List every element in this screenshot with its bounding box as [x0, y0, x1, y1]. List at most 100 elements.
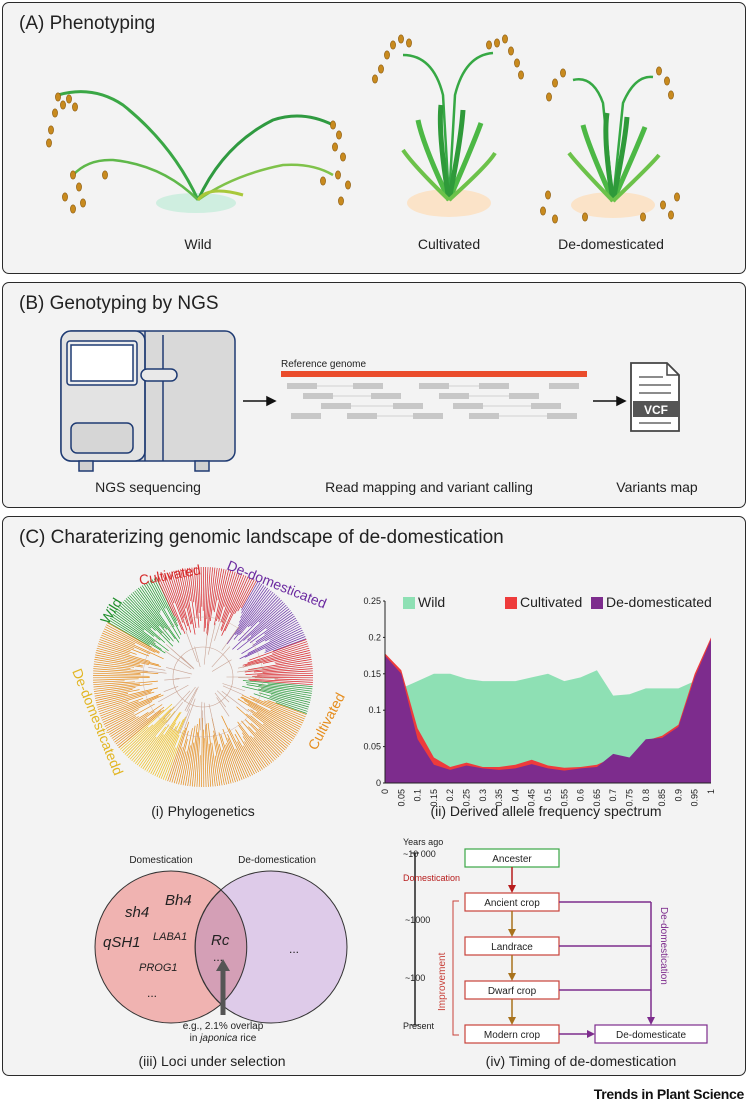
label-variants-map: Variants map: [616, 479, 698, 495]
tree-branch: [94, 656, 143, 667]
tree-branch: [214, 755, 221, 786]
tree-branch: [240, 580, 257, 609]
tree-branch: [267, 700, 307, 715]
tree-branch: [189, 567, 195, 603]
tree-branch: [242, 745, 260, 773]
tree-branch: [221, 715, 251, 777]
tree-branch: [241, 582, 261, 614]
tree-branch: [265, 634, 305, 652]
tree-branch: [265, 631, 304, 650]
tree-inner-branch: [184, 686, 196, 702]
label-ngs-sequencing: NGS sequencing: [95, 479, 201, 495]
x-tick-label: 0.1: [413, 789, 423, 802]
tree-branch: [246, 682, 313, 692]
tree-branch: [99, 639, 131, 652]
tree-branch: [109, 716, 139, 735]
tree-branch: [112, 711, 155, 741]
tree-branch: [191, 732, 198, 787]
tree-branch: [262, 668, 313, 673]
tree-branch: [98, 701, 129, 713]
tree-branch: [93, 665, 148, 672]
svg-text:De-domestication: De-domestication: [658, 907, 669, 985]
tree-branch: [229, 575, 247, 613]
tree-branch: [218, 571, 234, 622]
tree-branch: [138, 587, 176, 640]
tree-branch: [274, 654, 311, 663]
svg-text:Modern crop: Modern crop: [484, 1030, 541, 1041]
tree-branch: [121, 726, 149, 752]
tree-branch: [96, 690, 152, 706]
tree-branch: [147, 581, 175, 628]
tree-branch: [227, 734, 247, 779]
svg-text:~100: ~100: [405, 973, 425, 983]
tree-branch: [260, 687, 312, 699]
tree-branch: [238, 586, 267, 627]
tree-branch: [226, 587, 268, 645]
tree-branch: [129, 595, 171, 641]
tree-branch: [151, 579, 182, 635]
tree-branch: [113, 612, 155, 642]
label-wild: Wild: [184, 236, 212, 252]
tree-branch: [221, 574, 245, 632]
tree-branch: [101, 695, 159, 721]
caption-timing: (iv) Timing of de-domestication: [485, 1053, 677, 1069]
tree-branch: [99, 697, 144, 715]
cultivated-plant-icon: [372, 34, 524, 217]
tree-branch: [248, 726, 278, 759]
tree-branch: [269, 623, 300, 641]
tree-inner-branch: [184, 688, 198, 711]
tree-branch: [105, 713, 135, 729]
svg-text:qSH1: qSH1: [103, 934, 141, 951]
tree-branch: [244, 719, 281, 756]
y-tick-label: 0.1: [368, 705, 381, 715]
tree-inner-branch: [207, 622, 216, 655]
tree-inner-branch: [211, 659, 232, 672]
tree-branch: [220, 572, 238, 623]
tree-branch: [205, 723, 212, 787]
tree-branch: [182, 568, 196, 635]
tree-inner-branch: [179, 708, 191, 734]
x-tick-label: 0.9: [673, 789, 683, 802]
venn-note: e.g., 2.1% overlap in japonica rice: [182, 1021, 264, 1044]
tree-branch: [248, 659, 312, 671]
tree-branch: [220, 573, 243, 630]
tree-branch: [112, 613, 156, 645]
x-tick-label: 0.45: [527, 789, 537, 807]
tree-branch: [173, 570, 192, 633]
svg-text:Wild: Wild: [97, 595, 125, 627]
dafs-chart: 0 0.05 0.1 0.15 0.2 0.25 0 0.05 0.1 0.15 0.2 0.25 0…: [363, 594, 716, 807]
tree-branch: [136, 589, 168, 630]
tree-branch: [171, 571, 189, 627]
tree-branch: [239, 585, 265, 623]
tree-branch: [206, 567, 213, 634]
reference-genome-bar: [281, 371, 587, 377]
tree-branch: [247, 708, 293, 742]
tree-branch: [244, 663, 313, 673]
legend-label: Wild: [418, 594, 445, 610]
area-de-domesticated: [385, 639, 711, 783]
tree-branch: [224, 577, 251, 632]
x-tick-label: 0.95: [690, 789, 700, 807]
tree-branch: [253, 737, 274, 762]
tree-branch: [121, 603, 166, 643]
tree-branch: [247, 595, 277, 628]
tree-branch: [96, 687, 158, 704]
tree-branch: [244, 647, 310, 667]
label-cultivated: Cultivated: [417, 236, 481, 252]
tree-inner-branch: [208, 703, 217, 735]
venn-diagram: Domestication De-domestication sh4 Bh4 q…: [94, 855, 348, 1024]
tree-branch: [193, 567, 200, 628]
x-tick-label: 0.85: [657, 789, 667, 807]
tree-branch: [262, 652, 311, 664]
svg-text:~10 000: ~10 000: [403, 849, 436, 859]
tree-branch: [269, 696, 309, 710]
tree-branch: [97, 643, 130, 655]
tree-branch: [204, 724, 209, 787]
ngs-pipeline-illustration: Reference genome VCF: [60, 330, 680, 472]
tree-branch: [106, 624, 160, 654]
tree-branch: [250, 709, 294, 740]
svg-text:Dwarf crop: Dwarf crop: [488, 986, 537, 997]
tree-branch: [208, 743, 214, 787]
tree-branch: [93, 668, 159, 674]
tree-branch: [242, 736, 265, 769]
